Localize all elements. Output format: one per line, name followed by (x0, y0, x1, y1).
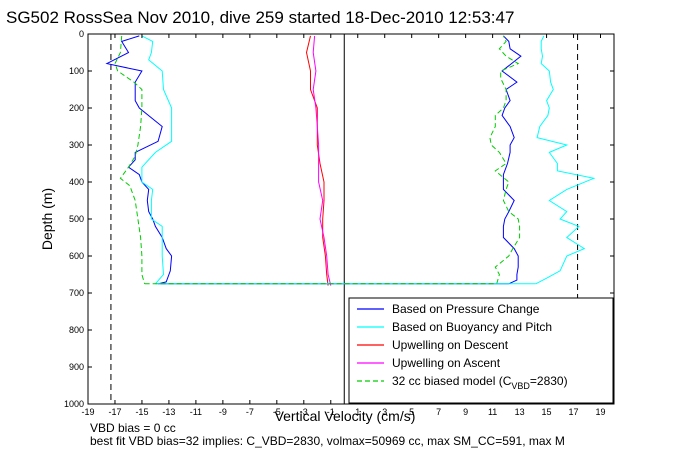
x-tick-label: -19 (81, 407, 94, 417)
legend-model-prefix: 32 cc biased model (C (392, 374, 512, 388)
x-tick-label: -3 (300, 407, 308, 417)
y-tick-label: 100 (69, 66, 84, 76)
y-tick-label: 500 (69, 214, 84, 224)
reference-lines (110, 34, 579, 404)
x-tick-label: 1 (355, 407, 360, 417)
y-tick-label: 0 (79, 29, 84, 39)
x-tick-label: 13 (515, 407, 525, 417)
y-axis-ticks: 0 100 200 300 400 500 600 700 800 900 1000 (64, 29, 614, 409)
series-1-ascent-line (535, 35, 596, 285)
x-tick-label: 17 (569, 407, 579, 417)
legend: Based on Pressure Change Based on Buoyanc… (348, 297, 614, 404)
x-axis-ticks: -19 -17 -15 -13 -11 -9 -7 -5 -3 -1 1 3 5 7 9 11 13 15 17 19 (81, 34, 606, 417)
y-tick-label: 600 (69, 251, 84, 261)
y-tick-label: 800 (69, 325, 84, 335)
legend-model-subscript: VBD (511, 381, 530, 391)
legend-model-suffix: =2830) (530, 374, 568, 388)
x-tick-label: 5 (409, 407, 414, 417)
y-tick-label: 400 (69, 177, 84, 187)
y-tick-label: 1000 (64, 399, 84, 409)
x-tick-label: -11 (190, 407, 202, 417)
y-axis-label: Depth (m) (39, 188, 55, 250)
x-tick-label: 7 (436, 407, 441, 417)
legend-label: Upwelling on Ascent (392, 356, 501, 370)
legend-label: Based on Buoyancy and Pitch (392, 320, 552, 334)
x-tick-label: 19 (596, 407, 606, 417)
y-tick-label: 200 (69, 103, 84, 113)
y-tick-label: 300 (69, 140, 84, 150)
legend-label: Based on Pressure Change (392, 302, 540, 316)
series-4-ascent-line (489, 35, 521, 284)
x-tick-label: -13 (162, 407, 175, 417)
series-3-ascent-line (312, 35, 332, 286)
x-tick-label: -1 (327, 407, 335, 417)
footer-line-2: best fit VBD bias=32 implies: C_VBD=2830… (90, 434, 565, 448)
chart-title: SG502 RossSea Nov 2010, dive 259 started… (6, 8, 514, 27)
footer-line-1: VBD bias = 0 cc (90, 421, 176, 435)
series-1-descent-line (141, 35, 173, 285)
data-series (105, 35, 596, 286)
legend-label: Upwelling on Descent (392, 338, 509, 352)
x-tick-label: 3 (382, 407, 387, 417)
x-tick-label: 11 (488, 407, 497, 417)
series-4-descent-line (114, 35, 146, 284)
legend-label-model: 32 cc biased model (CVBD=2830) (392, 374, 568, 391)
x-axis-label: Vertical Velocity (cm/s) (275, 408, 416, 424)
x-tick-label: -15 (135, 407, 148, 417)
legend-box (348, 297, 614, 404)
y-tick-label: 900 (69, 362, 84, 372)
series-2-descent-line (305, 35, 329, 286)
x-tick-label: -17 (108, 407, 121, 417)
x-tick-label: 9 (463, 407, 468, 417)
x-tick-label: -9 (219, 407, 227, 417)
series-0-ascent-line (501, 35, 522, 285)
x-tick-label: -5 (273, 407, 281, 417)
y-tick-label: 700 (69, 288, 84, 298)
x-tick-label: -7 (246, 407, 254, 417)
x-tick-label: 15 (542, 407, 552, 417)
